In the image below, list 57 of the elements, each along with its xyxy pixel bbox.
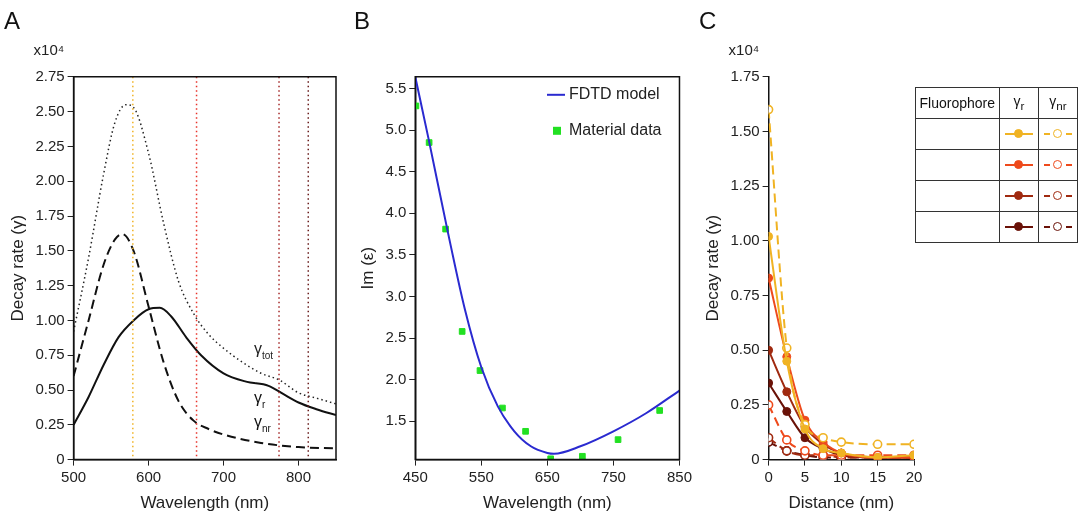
chart-title: A xyxy=(4,7,21,35)
y-tick-label: 0 xyxy=(56,449,65,467)
x-tick-label: 700 xyxy=(211,467,237,485)
text: x10⁴ xyxy=(728,40,760,58)
x-tick-label: 15 xyxy=(869,467,886,485)
y-tick-label: 2.25 xyxy=(35,136,65,154)
chart-title: C xyxy=(699,7,717,35)
x-axis-title: Distance (nm) xyxy=(788,493,895,513)
y-tick-label: 1.75 xyxy=(730,66,760,84)
y-axis-title: Im (ε) xyxy=(357,246,377,290)
y-tick-label: 1.25 xyxy=(730,176,760,194)
y-tick-label: 2.50 xyxy=(35,101,65,119)
y-tick-label: 5.5 xyxy=(385,78,407,96)
x-tick-label: 5 xyxy=(800,467,810,485)
y-tick-label: 3.0 xyxy=(385,286,407,304)
x-tick-label: 750 xyxy=(600,467,626,485)
y-tick-label: 4.0 xyxy=(385,203,407,221)
y-tick-label: 0.25 xyxy=(35,414,65,432)
y-tick-label: 5.0 xyxy=(385,120,407,138)
y-tick-label: 0 xyxy=(751,449,760,467)
y-tick-label: 3.5 xyxy=(385,245,407,263)
y-tick-label: 4.5 xyxy=(385,161,407,179)
y-axis-title: Decay rate (γ) xyxy=(7,214,27,322)
y-tick-label: 0.50 xyxy=(730,340,760,358)
x-tick-label: 550 xyxy=(468,467,494,485)
legend-table: Fluorophore γ$_{r}$ γ$_{nr}$ xyxy=(914,86,1078,243)
chart-title: B xyxy=(354,7,371,35)
x-tick-label: 800 xyxy=(286,467,312,485)
y-tick-label: 2.0 xyxy=(385,369,407,387)
x-tick-label: 450 xyxy=(402,467,428,485)
x-tick-label: 10 xyxy=(832,467,850,485)
y-tick-label: 0.75 xyxy=(35,345,65,363)
y-tick-label: 2.75 xyxy=(35,66,65,84)
y-tick-label: 1.5 xyxy=(385,411,407,429)
x-axis-title: Wavelength (nm) xyxy=(140,493,270,513)
y-tick-label: 2.00 xyxy=(35,171,65,189)
text: x10⁴ xyxy=(33,40,65,58)
y-tick-label: 0.25 xyxy=(730,395,760,413)
y-tick-label: 1.50 xyxy=(730,121,760,139)
y-tick-label: 1.00 xyxy=(35,310,65,328)
y-axis-title: Decay rate (γ) xyxy=(702,214,722,322)
y-tick-label: 1.50 xyxy=(35,240,65,258)
y-tick-label: 1.25 xyxy=(35,275,65,293)
legend-label: FDTD model xyxy=(568,85,660,103)
legend-label: Material data xyxy=(568,121,662,139)
x-axis-title: Wavelength (nm) xyxy=(482,493,612,513)
x-tick-label: 600 xyxy=(136,467,162,485)
y-tick-label: 0.75 xyxy=(730,285,760,303)
y-tick-label: 2.5 xyxy=(385,328,407,346)
y-tick-label: 1.00 xyxy=(730,231,760,248)
x-tick-label: 650 xyxy=(534,467,560,485)
x-tick-label: 850 xyxy=(666,467,692,485)
y-tick-label: 0.50 xyxy=(35,380,65,398)
y-tick-label: 1.75 xyxy=(35,206,65,224)
x-tick-label: 500 xyxy=(61,467,87,485)
x-tick-label: 0 xyxy=(764,467,773,485)
x-tick-label: 20 xyxy=(905,467,923,485)
